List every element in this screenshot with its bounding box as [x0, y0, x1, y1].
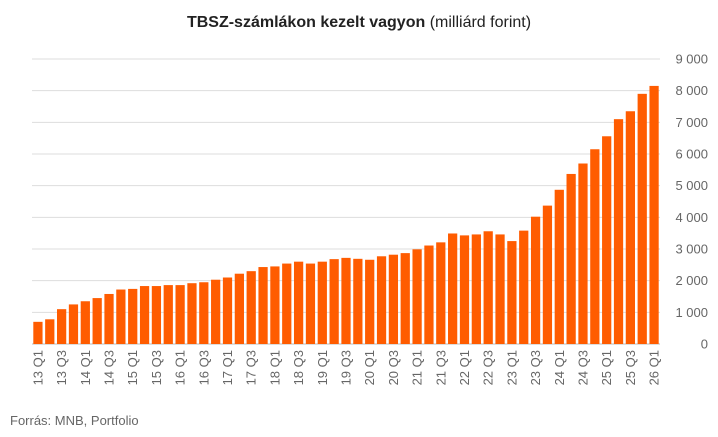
y-tick-label: 3 000 [675, 242, 708, 257]
x-tick-label: 18 Q3 [291, 350, 306, 385]
x-tick-label: 18 Q1 [267, 350, 282, 385]
x-tick-label: 24 Q3 [575, 350, 590, 385]
y-tick-label: 5 000 [675, 178, 708, 193]
bar [471, 234, 481, 344]
bar [80, 301, 90, 344]
x-tick-label: 23 Q3 [528, 350, 543, 385]
x-tick-label: 15 Q1 [125, 350, 140, 385]
x-tick-label: 14 Q3 [102, 350, 117, 385]
x-tick-label: 21 Q3 [433, 350, 448, 385]
bar [507, 241, 517, 344]
chart-title-unit: (milliárd forint) [429, 14, 532, 31]
bar [412, 249, 422, 344]
x-tick-label: 21 Q1 [410, 350, 425, 385]
chart-title-main: TBSZ-számlákon kezelt vagyon [186, 14, 426, 31]
y-tick-label: 0 [701, 337, 708, 352]
bar [282, 263, 292, 344]
x-tick-label: 13 Q3 [54, 350, 69, 385]
y-tick-label: 1 000 [675, 305, 708, 320]
x-tick-label: 23 Q1 [504, 350, 519, 385]
x-tick-label: 13 Q1 [30, 350, 45, 385]
bar [602, 136, 612, 344]
bar [187, 283, 197, 344]
bar [495, 234, 505, 344]
x-tick-label: 19 Q1 [315, 350, 330, 385]
bar [163, 285, 173, 344]
bar [116, 289, 126, 344]
x-tick-label: 17 Q3 [244, 350, 259, 385]
bar [424, 245, 434, 344]
bar [566, 173, 576, 344]
y-tick-label: 8 000 [675, 83, 708, 98]
bar [613, 119, 624, 345]
x-tick-label: 17 Q1 [220, 350, 235, 385]
bar [530, 216, 541, 344]
x-tick-label: 15 Q3 [149, 350, 164, 385]
bar [542, 205, 553, 344]
bar [353, 258, 363, 344]
bar [258, 267, 268, 344]
source-note: Forrás: MNB, Portfolio [10, 413, 139, 428]
bar [128, 288, 138, 344]
y-tick-label: 9 000 [675, 52, 708, 67]
y-tick-label: 2 000 [675, 273, 708, 288]
bar [293, 261, 304, 344]
bar [341, 257, 351, 344]
x-tick-label: 24 Q1 [552, 350, 567, 385]
bar [151, 286, 162, 344]
bar [376, 256, 387, 344]
bar [483, 231, 493, 344]
bar [519, 230, 529, 344]
x-tick-label: 25 Q3 [623, 350, 638, 385]
y-tick-label: 4 000 [675, 210, 708, 225]
bar [33, 321, 43, 344]
x-tick-label: 22 Q3 [481, 350, 496, 385]
bar [400, 253, 410, 344]
bar [211, 279, 221, 344]
bar [92, 298, 102, 344]
bar [68, 304, 79, 344]
x-tick-label: 16 Q3 [196, 350, 211, 385]
bar [139, 286, 150, 344]
bar [104, 293, 114, 344]
bar [45, 319, 55, 344]
bar [175, 285, 185, 344]
x-tick-label: 26 Q1 [647, 350, 662, 385]
x-tick-label: 19 Q3 [339, 350, 354, 385]
bar [388, 254, 399, 344]
x-tick-label: 22 Q1 [457, 350, 472, 385]
bar [57, 309, 67, 344]
y-tick-label: 6 000 [675, 147, 708, 162]
bar [317, 261, 327, 344]
bar [459, 235, 470, 344]
x-tick-label: 25 Q1 [599, 350, 614, 385]
bar [305, 263, 316, 344]
bar [234, 273, 244, 344]
bar [578, 163, 588, 344]
bar [329, 259, 339, 344]
bar [199, 282, 209, 344]
bar [222, 277, 233, 344]
bar [448, 233, 458, 344]
bar [637, 93, 647, 344]
bar [554, 189, 564, 344]
bar [649, 85, 659, 345]
bar [270, 266, 280, 344]
bar [625, 111, 635, 344]
chart-title: TBSZ-számlákon kezelt vagyon (milliárd f… [0, 14, 718, 32]
bar [590, 149, 600, 344]
bar [365, 259, 375, 344]
x-tick-label: 14 Q1 [78, 350, 93, 385]
bar [436, 242, 446, 344]
bar [246, 271, 256, 344]
x-tick-label: 20 Q1 [362, 350, 377, 385]
x-tick-label: 16 Q1 [173, 350, 188, 385]
y-tick-label: 7 000 [675, 115, 708, 130]
x-tick-label: 20 Q3 [386, 350, 401, 385]
